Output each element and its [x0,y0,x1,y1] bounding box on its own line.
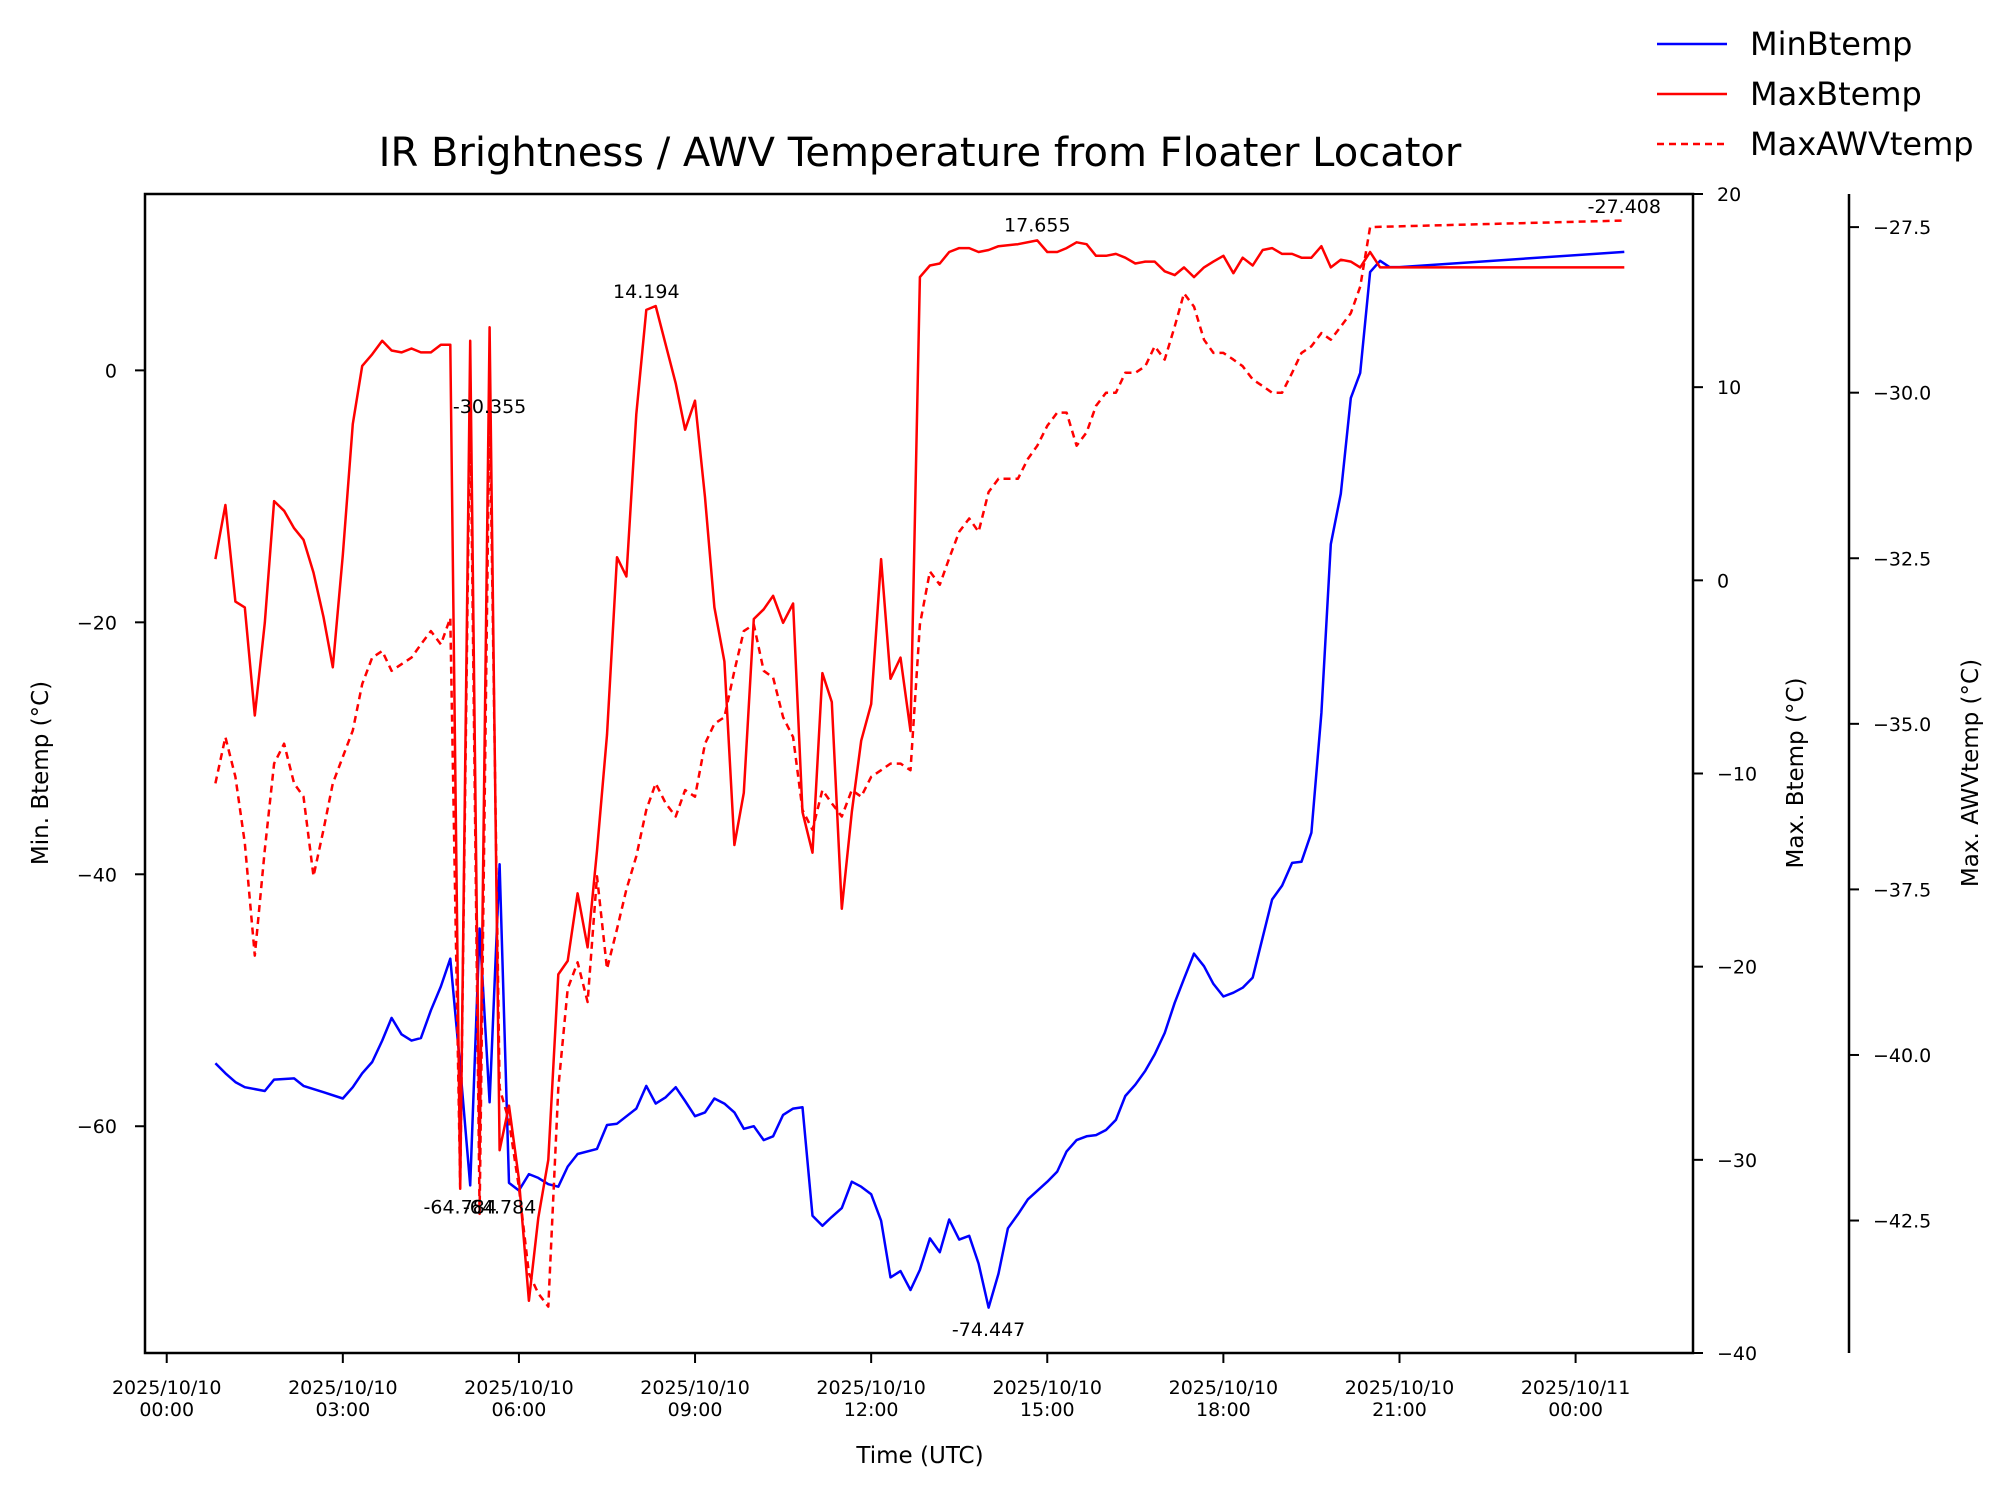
x-tick-label-8: 2025/10/11 [1521,1377,1631,1399]
legend-label-maxbtemp: MaxBtemp [1750,75,1922,113]
y-right2-tick-label-3: −35.0 [1873,714,1931,736]
series-line-maxbtemp [214,239,1625,1303]
y-right2-tick-label-4: −37.5 [1873,879,1931,901]
x-tick-label-7: 2025/10/10 [1345,1377,1455,1399]
x-tick-label-time-3: 09:00 [668,1399,723,1421]
x-tick-label-1: 2025/10/10 [288,1377,398,1399]
x-tick-label-time-8: 00:00 [1548,1399,1603,1421]
data-label-4: -64.784 [424,1196,497,1218]
x-tick-label-2: 2025/10/10 [464,1377,574,1399]
y-right2-tick-label-5: −40.0 [1873,1045,1931,1067]
y-right1-tick-label-1: 10 [1717,377,1741,399]
x-tick-label-time-2: 06:00 [492,1399,547,1421]
x-axis-label: Time (UTC) [855,1443,983,1469]
y-right2-tick-label-6: −42.5 [1873,1211,1931,1233]
x-tick-label-6: 2025/10/10 [1169,1377,1279,1399]
legend-label-maxawvtemp: MaxAWVtemp [1750,125,1974,163]
y-axis-right1-label: Max. Btemp (°C) [1783,678,1809,869]
y-right1-tick-label-4: −20 [1717,957,1757,979]
y-right2-tick-label-2: −32.5 [1873,548,1931,570]
x-tick-label-time-0: 00:00 [139,1399,194,1421]
y-right1-tick-label-2: 0 [1717,570,1729,592]
y-right1-tick-label-5: −30 [1717,1150,1757,1172]
y-axis-left: 0 −20 −40 −60 [77,360,145,1138]
y-right1-tick-label-0: 20 [1717,184,1741,206]
y-axis-right2-label: Max. AWVtemp (°C) [1958,659,1984,887]
chart-title: IR Brightness / AWV Temperature from Flo… [379,130,1462,176]
y-axis-right2: −27.5 −30.0 −32.5 −35.0 −37.5 −40.0 −42.5 [1849,217,1931,1233]
x-tick-label-time-4: 12:00 [844,1399,899,1421]
x-tick-label-time-1: 03:00 [315,1399,370,1421]
x-tick-label-3: 2025/10/10 [640,1377,750,1399]
x-tick-label-time-6: 18:00 [1196,1399,1251,1421]
y-left-tick-label-3: −60 [77,1116,117,1138]
data-label-0: 17.655 [1004,214,1070,236]
y-right2-tick-label-0: −27.5 [1873,217,1931,239]
x-axis: 2025/10/1000:002025/10/1003:002025/10/10… [112,1353,1630,1421]
x-tick-label-5: 2025/10/10 [993,1377,1103,1399]
y-axis-left-label: Min. Btemp (°C) [28,681,54,865]
annotation-layer: 17.655 14.194 -27.408 -30.355 -64.784-64.784… [424,196,1661,1341]
y-right1-tick-label-6: −40 [1717,1343,1757,1365]
series-line-maxawvtemp [214,219,1625,1308]
data-label-3: -30.355 [453,396,526,418]
legend: MinBtemp MaxBtemp MaxAWVtemp [1657,25,1974,163]
legend-label-minbtemp: MinBtemp [1750,25,1912,63]
series-layer [214,219,1625,1309]
data-label-2: -27.408 [1588,196,1661,218]
data-label-6: -74.447 [952,1319,1025,1341]
x-tick-label-0: 2025/10/10 [112,1377,222,1399]
series-line-minbtemp [214,250,1625,1309]
x-tick-label-time-5: 15:00 [1020,1399,1075,1421]
y-right2-tick-label-1: −30.0 [1873,383,1931,405]
x-tick-label-time-7: 21:00 [1372,1399,1427,1421]
data-label-5: -64.784 [463,1196,536,1218]
y-axis-right1: 20 10 0 −10 −20 −30 −40 [1693,184,1757,1365]
x-tick-label-4: 2025/10/10 [816,1377,926,1399]
y-left-tick-label-1: −20 [77,612,117,634]
y-left-tick-label-0: 0 [105,360,117,382]
y-left-tick-label-2: −40 [77,864,117,886]
y-right1-tick-label-3: −10 [1717,764,1757,786]
data-label-1: 14.194 [613,281,679,303]
